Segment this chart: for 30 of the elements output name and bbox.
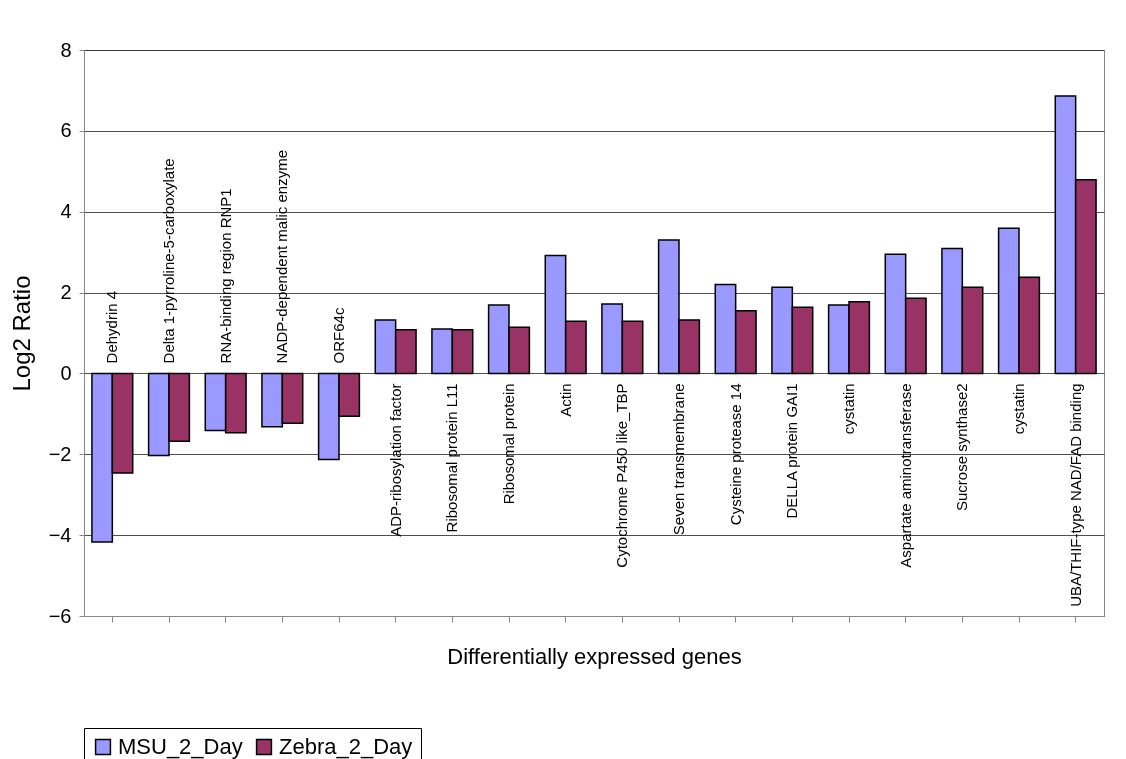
y-axis-title: Log2 Ratio [7, 275, 35, 392]
x-tick-label: cystatin [1010, 383, 1027, 435]
x-tick-label: Cysteine protease 14 [726, 383, 744, 526]
x-tick-label: cystatin [840, 383, 857, 435]
y-tick-label: −2 [48, 442, 72, 465]
x-tick-label: ADP-ribosylation factor [386, 383, 404, 537]
x-axis-title: Differentially expressed genes [447, 644, 742, 669]
x-tick-label: Dehydrin 4 [103, 290, 121, 364]
y-tick-label: 8 [60, 38, 72, 61]
x-tick-label: Cytochrome P450 like_TBP [613, 383, 631, 568]
x-tick-label: Actin [556, 383, 574, 417]
y-tick-label: 2 [60, 281, 72, 304]
y-tick-label: 4 [60, 200, 72, 223]
x-tick-label: Seven transmembrane [670, 383, 687, 536]
x-tick-label: Sucrose synthase2 [953, 383, 971, 512]
legend-label: MSU_2_Day [118, 734, 243, 759]
x-tick-label: Delta 1-pyrroline-5-carboxylate [160, 158, 177, 364]
y-tick-label: 0 [60, 361, 72, 384]
x-tick-label: DELLA protein GAI1 [783, 383, 801, 519]
x-tick-label: Ribosomal protein L11 [443, 383, 461, 533]
x-tick-label: Ribosomal protein [500, 383, 517, 505]
y-tick-label: 6 [60, 119, 72, 142]
x-tick-label: NADP-dependent malic enzyme [273, 149, 291, 364]
y-tick-label: −6 [48, 604, 72, 627]
y-tick-label: −4 [48, 523, 72, 546]
x-tick-label: Aspartate aminotransferase [896, 383, 914, 568]
x-tick-label: ORF64c [330, 307, 347, 364]
x-tick-label: RNA-binding region RNP1 [216, 188, 234, 364]
x-tick-label: UBA/THIF-type NAD/FAD binding [1066, 383, 1084, 607]
legend-label: Zebra_2_Day [279, 734, 413, 759]
